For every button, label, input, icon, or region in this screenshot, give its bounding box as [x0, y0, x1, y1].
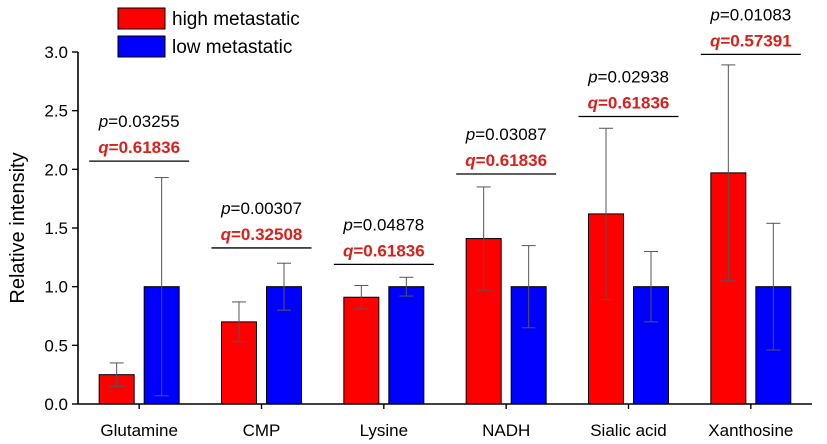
legend-swatch-low [117, 35, 166, 58]
p-value-label: p=0.02938 [587, 68, 669, 87]
q-value: =0.61836 [109, 138, 180, 157]
p-symbol: p [465, 125, 475, 144]
q-symbol: q [343, 241, 354, 260]
y-tick-label: 0.0 [44, 395, 68, 414]
q-symbol: q [221, 225, 232, 244]
q-value: =0.61836 [353, 241, 424, 260]
x-tick-label: Glutamine [100, 421, 177, 440]
q-value-label: q=0.61836 [98, 138, 180, 157]
q-value-label: q=0.61836 [465, 151, 547, 170]
p-value: =0.02938 [598, 68, 669, 87]
bar-high-lysine [343, 296, 380, 405]
y-tick-label: 0.5 [44, 336, 68, 355]
y-tick-label: 2.5 [44, 102, 68, 121]
p-value-label: p=0.03087 [465, 125, 547, 144]
legend-label-low: low metastatic [172, 37, 292, 58]
p-value-label: p=0.03255 [98, 112, 180, 131]
x-tick-label: Sialic acid [590, 421, 667, 440]
q-value-label: q=0.61836 [588, 94, 670, 113]
x-tick-label: NADH [482, 421, 530, 440]
p-value: =0.01083 [720, 5, 791, 24]
y-axis-label: Relative intensity [7, 152, 29, 303]
p-value-label: p=0.01083 [709, 5, 791, 24]
p-symbol: p [220, 199, 230, 218]
y-ticks: 0.0 0.5 1.0 1.5 2.0 2.5 3.0 [44, 43, 78, 414]
p-symbol: p [709, 5, 719, 24]
y-tick-label: 1.0 [44, 278, 68, 297]
p-value: =0.03255 [108, 112, 179, 131]
y-tick-label: 1.5 [44, 219, 68, 238]
significance-annotations: p=0.03255q=0.61836p=0.00307q=0.32508p=0.… [89, 5, 801, 266]
q-value-label: q=0.32508 [221, 225, 303, 244]
p-value-label: p=0.04878 [342, 215, 424, 234]
y-tick-label: 2.0 [44, 160, 68, 179]
q-value: =0.61836 [476, 151, 547, 170]
p-value: =0.03087 [475, 125, 546, 144]
bar-low-lysine [388, 286, 425, 405]
q-value-label: q=0.61836 [343, 241, 425, 260]
p-value: =0.04878 [353, 215, 424, 234]
p-value: =0.00307 [231, 199, 302, 218]
x-tick-label: Xanthosine [708, 421, 793, 440]
axes-layer [77, 52, 812, 405]
p-symbol: p [98, 112, 108, 131]
p-symbol: p [587, 68, 597, 87]
y-tick-label: 3.0 [44, 43, 68, 62]
legend-label-high: high metastatic [172, 9, 300, 30]
legend-swatch-high [117, 7, 166, 30]
q-value: =0.32508 [231, 225, 302, 244]
q-symbol: q [710, 31, 721, 50]
q-value: =0.61836 [598, 94, 669, 113]
legend: high metastatic low metastatic [117, 7, 300, 58]
q-symbol: q [98, 138, 109, 157]
p-symbol: p [342, 215, 352, 234]
x-tick-label: Lysine [360, 421, 409, 440]
x-tick-label: CMP [243, 421, 281, 440]
q-value-label: q=0.57391 [710, 31, 792, 50]
x-tick-labels: Glutamine CMP Lysine NADH Sialic acid Xanthos… [100, 404, 793, 440]
p-value-label: p=0.00307 [220, 199, 302, 218]
q-symbol: q [588, 94, 599, 113]
q-value: =0.57391 [720, 31, 791, 50]
q-symbol: q [465, 151, 476, 170]
bars-layer [98, 64, 792, 405]
